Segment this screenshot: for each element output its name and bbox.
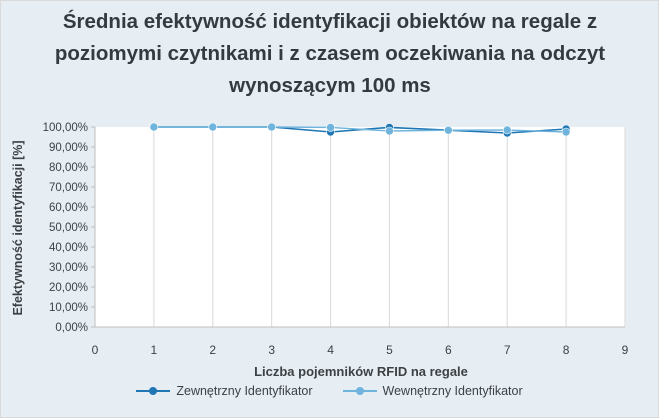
y-tick-label: 0,00% (55, 322, 88, 334)
legend-item-series-0: Zewnętrzny Identyfikator (136, 384, 313, 398)
y-tick-label: 30,00% (49, 262, 88, 274)
y-tick-label: 20,00% (49, 282, 88, 294)
y-tick-label: 90,00% (49, 142, 88, 154)
data-point (561, 127, 571, 137)
legend-swatch-series-0 (136, 387, 171, 395)
y-tick-label: 10,00% (49, 302, 88, 314)
data-point (444, 125, 453, 135)
x-tick-label: 3 (268, 343, 275, 357)
x-tick-label: 9 (622, 343, 629, 357)
x-tick-label: 6 (445, 343, 452, 357)
y-tick-label: 100,00% (43, 122, 88, 134)
x-tick-label: 2 (209, 343, 216, 357)
legend: Zewnętrzny Identyfikator Wewnętrzny Iden… (0, 384, 659, 398)
x-tick-label: 4 (327, 343, 334, 357)
x-tick-label: 1 (151, 343, 158, 357)
x-axis-label: Liczba pojemników RFID na regale (254, 364, 468, 379)
y-tick-label: 60,00% (49, 202, 88, 214)
legend-label-series-0: Zewnętrzny Identyfikator (176, 384, 313, 398)
data-point (267, 122, 276, 132)
x-tick-label: 0 (92, 343, 99, 357)
chart-title: Średnia efektywność identyfikacji obiekt… (54, 10, 606, 97)
y-tick-label: 80,00% (49, 162, 88, 174)
x-tick-label: 8 (563, 343, 570, 357)
y-tick-label: 70,00% (49, 182, 88, 194)
x-tick-label: 7 (504, 343, 511, 357)
series-line (153, 126, 567, 133)
data-point (385, 126, 394, 136)
y-tick-label: 50,00% (49, 222, 88, 234)
legend-swatch-series-1 (342, 387, 377, 395)
series-1 (149, 122, 571, 137)
legend-item-series-1: Wewnętrzny Identyfikator (342, 384, 523, 398)
plot-background (95, 127, 625, 327)
legend-label-series-1: Wewnętrzny Identyfikator (382, 384, 523, 398)
data-point (326, 123, 335, 132)
data-point (502, 125, 512, 135)
data-point (208, 122, 218, 132)
y-tick-label: 40,00% (49, 242, 88, 254)
x-tick-label: 5 (386, 343, 393, 357)
data-point (149, 122, 159, 132)
